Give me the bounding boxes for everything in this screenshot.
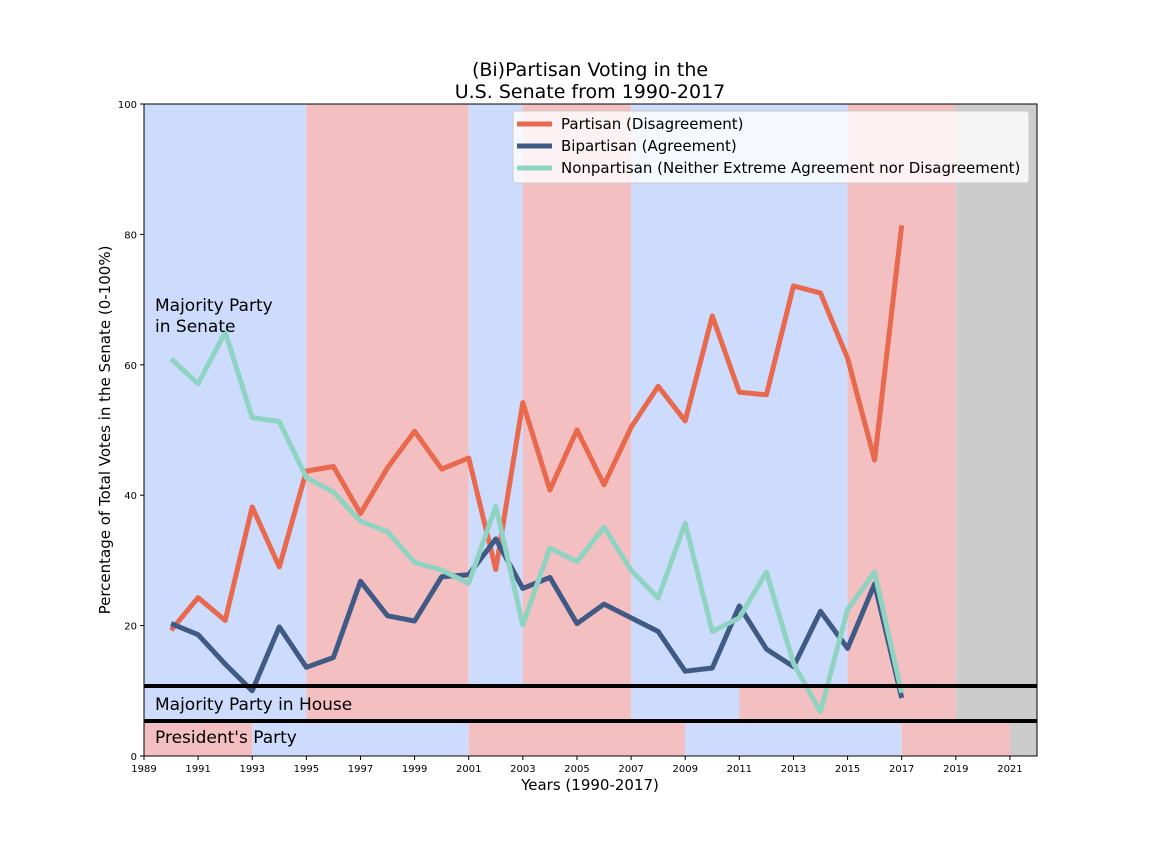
president-band-4 bbox=[901, 721, 1010, 756]
series-line-nonpartisan bbox=[169, 329, 905, 715]
president-band-label: President's Party bbox=[155, 728, 297, 748]
x-tick-label-14: 2017 bbox=[889, 764, 914, 775]
senate-band-6 bbox=[955, 104, 1037, 686]
y-tick-label-1: 20 bbox=[124, 622, 137, 633]
senate-band-1 bbox=[306, 104, 469, 686]
x-tick-label-10: 2009 bbox=[672, 764, 697, 775]
legend-box bbox=[512, 110, 1030, 184]
x-axis-label: Years (1990-2017) bbox=[520, 776, 659, 794]
x-tick-label-12: 2013 bbox=[781, 764, 806, 775]
house-band-2 bbox=[631, 686, 740, 721]
legend-label-partisan: Partisan (Disagreement) bbox=[561, 115, 744, 133]
house-band-label: Majority Party in House bbox=[155, 695, 352, 715]
x-tick-label-0: 1989 bbox=[131, 764, 156, 775]
x-tick-label-9: 2007 bbox=[618, 764, 643, 775]
x-tick-label-2: 1993 bbox=[240, 764, 265, 775]
axis-ticks: 1989 1991 1993 1995 1997 1999 2001 2003 2005 2007… bbox=[118, 100, 1023, 775]
x-tick-label-1: 1991 bbox=[185, 764, 210, 775]
president-band-5 bbox=[1009, 721, 1037, 756]
x-tick-label-15: 2019 bbox=[943, 764, 968, 775]
president-band-0 bbox=[144, 721, 253, 756]
y-tick-label-2: 40 bbox=[124, 491, 137, 502]
series-line-partisan bbox=[169, 225, 905, 632]
senate-band-3 bbox=[522, 104, 632, 686]
legend: Partisan (Disagreement) Bipartisan (Agre… bbox=[512, 110, 1030, 184]
senate-band-label: Majority Party bbox=[155, 296, 273, 316]
x-tick-label-16: 2021 bbox=[997, 764, 1022, 775]
senate-band-label-2: in Senate bbox=[155, 317, 235, 337]
chart-title-line1: (Bi)Partisan Voting in the bbox=[472, 59, 708, 81]
senate-band-5 bbox=[847, 104, 956, 686]
senate-band-0 bbox=[144, 104, 307, 686]
x-tick-label-7: 2003 bbox=[510, 764, 535, 775]
series-lines bbox=[169, 225, 905, 715]
x-tick-label-13: 2015 bbox=[835, 764, 860, 775]
y-tick-label-0: 0 bbox=[131, 752, 137, 763]
house-band-3 bbox=[739, 686, 956, 721]
x-tick-label-4: 1997 bbox=[348, 764, 373, 775]
president-band-3 bbox=[685, 721, 902, 756]
plot-frame bbox=[143, 103, 1038, 757]
plot-border bbox=[143, 103, 1038, 757]
band-separators bbox=[144, 684, 1037, 723]
president-band-1 bbox=[252, 721, 469, 756]
y-tick-label-4: 80 bbox=[124, 230, 137, 241]
house-band-0 bbox=[144, 686, 307, 721]
x-tick-label-8: 2005 bbox=[564, 764, 589, 775]
party-bands bbox=[144, 104, 1037, 756]
x-tick-label-3: 1995 bbox=[294, 764, 319, 775]
house-band-4 bbox=[955, 686, 1037, 721]
president-band-2 bbox=[468, 721, 686, 756]
y-tick-label-3: 60 bbox=[124, 361, 137, 372]
chart-title-line2: U.S. Senate from 1990-2017 bbox=[455, 81, 726, 103]
house-band-1 bbox=[306, 686, 632, 721]
legend-label-bipartisan: Bipartisan (Agreement) bbox=[561, 137, 737, 155]
x-tick-label-5: 1999 bbox=[402, 764, 427, 775]
y-axis-label: Percentage of Total Votes in the Senate … bbox=[96, 246, 114, 615]
y-tick-label-5: 100 bbox=[118, 100, 137, 111]
legend-label-nonpartisan: Nonpartisan (Neither Extreme Agreement n… bbox=[561, 159, 1020, 177]
x-tick-label-11: 2011 bbox=[727, 764, 752, 775]
x-tick-label-6: 2001 bbox=[456, 764, 481, 775]
